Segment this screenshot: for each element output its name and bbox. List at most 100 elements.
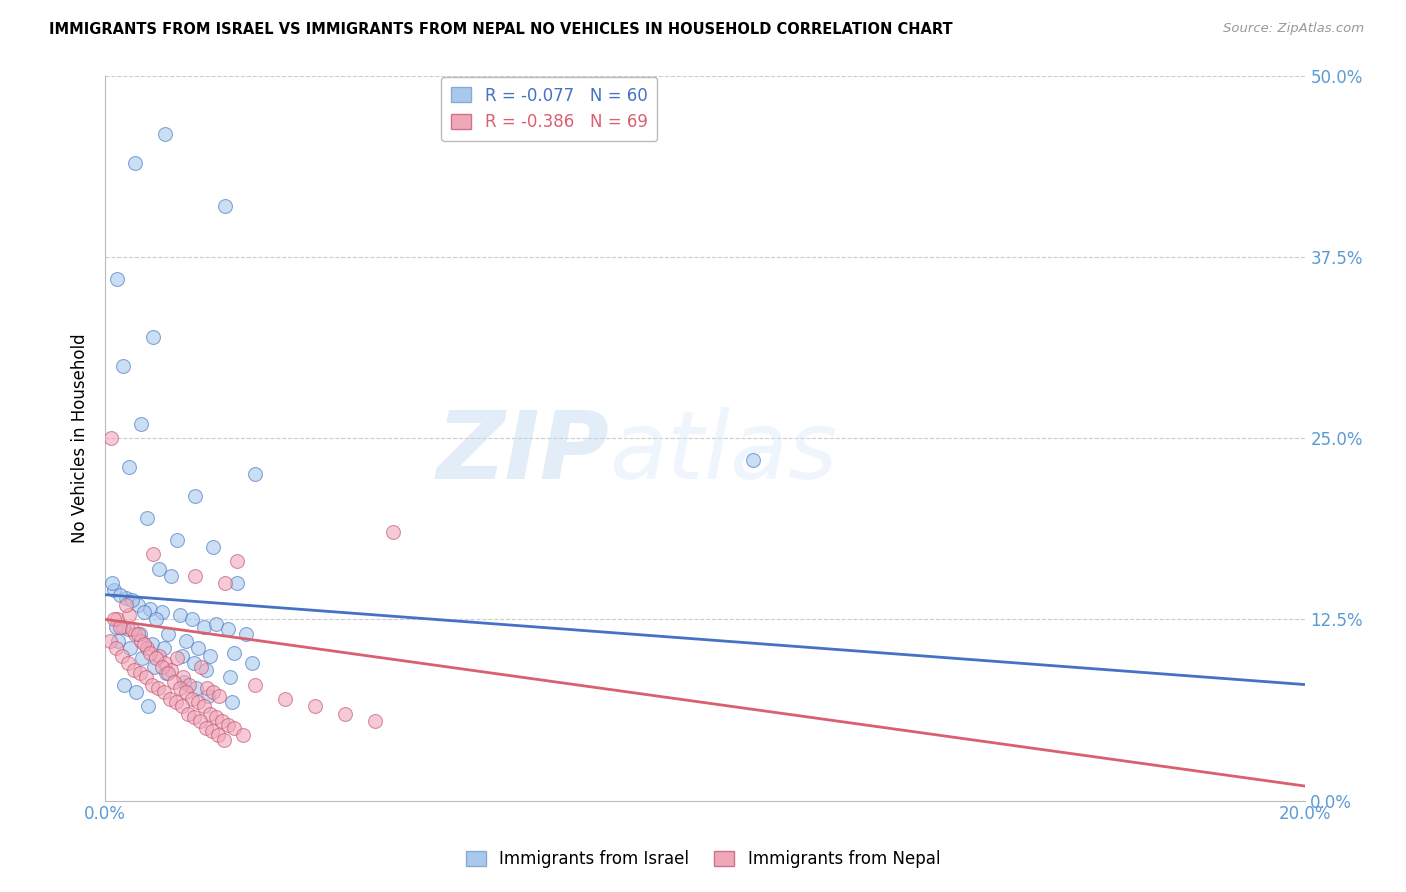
Point (157, 627, 180, 641)
Point (177, 706, 200, 721)
Point (190, 660, 212, 674)
Point (195, 663, 218, 677)
Point (127, 598, 149, 612)
Point (160, 663, 183, 677)
Point (110, 588, 132, 602)
Point (232, 728, 254, 742)
Point (129, 665, 152, 680)
Point (105, 612, 128, 626)
Point (181, 612, 204, 626)
Point (226, 576, 249, 591)
Text: ZIP: ZIP (436, 407, 609, 499)
Point (202, 540, 225, 554)
Point (169, 681, 191, 695)
Point (166, 533, 188, 547)
Point (136, 641, 159, 656)
Point (118, 460, 141, 475)
Point (122, 663, 145, 677)
Point (170, 699, 193, 714)
Point (187, 695, 209, 709)
Y-axis label: No Vehicles in Household: No Vehicles in Household (72, 334, 89, 543)
Point (118, 607, 141, 622)
Point (174, 634, 197, 648)
Point (170, 648, 193, 663)
Point (153, 685, 176, 699)
Point (105, 641, 128, 656)
Point (129, 417, 152, 431)
Point (112, 359, 135, 373)
Point (148, 648, 170, 663)
Point (155, 127, 177, 141)
Point (211, 714, 233, 728)
Point (200, 706, 222, 721)
Point (150, 660, 173, 674)
Point (245, 677, 267, 691)
Text: atlas: atlas (609, 407, 838, 498)
Point (193, 619, 215, 633)
Legend: Immigrants from Israel, Immigrants from Nepal: Immigrants from Israel, Immigrants from … (460, 844, 946, 875)
Point (124, 627, 146, 641)
Point (141, 637, 163, 651)
Point (134, 605, 156, 619)
Point (181, 692, 204, 706)
Point (205, 616, 228, 631)
Point (127, 627, 149, 641)
Text: IMMIGRANTS FROM ISRAEL VS IMMIGRANTS FROM NEPAL NO VEHICLES IN HOUSEHOLD CORRELA: IMMIGRANTS FROM ISRAEL VS IMMIGRANTS FRO… (49, 22, 953, 37)
Point (115, 598, 138, 612)
Point (240, 656, 263, 670)
Point (214, 199, 236, 213)
Point (129, 634, 152, 648)
Point (172, 670, 194, 684)
Point (163, 674, 186, 689)
Point (274, 692, 297, 706)
Point (98, 634, 121, 648)
Point (165, 695, 187, 709)
Point (160, 569, 183, 583)
Point (111, 648, 134, 663)
Point (201, 724, 224, 739)
Point (335, 706, 357, 721)
Point (148, 561, 170, 575)
Point (184, 569, 207, 583)
Point (214, 576, 236, 591)
Point (224, 721, 246, 735)
Point (139, 602, 162, 616)
Point (100, 431, 122, 445)
Point (110, 619, 132, 633)
Text: Source: ZipAtlas.com: Source: ZipAtlas.com (1223, 22, 1364, 36)
Point (202, 685, 225, 699)
Point (304, 699, 326, 714)
Point (112, 619, 135, 633)
Point (224, 646, 246, 660)
Point (115, 591, 138, 605)
Point (742, 452, 765, 467)
Point (139, 646, 162, 660)
Point (105, 271, 128, 285)
Point (117, 623, 139, 637)
Point (146, 681, 169, 695)
Point (221, 695, 243, 709)
Point (166, 651, 188, 665)
Point (112, 677, 135, 691)
Point (364, 714, 387, 728)
Point (153, 641, 176, 656)
Point (157, 665, 180, 680)
Point (131, 651, 153, 665)
Point (145, 651, 167, 665)
Point (183, 709, 205, 723)
Legend: R = -0.077   N = 60, R = -0.386   N = 69: R = -0.077 N = 60, R = -0.386 N = 69 (441, 77, 658, 141)
Point (195, 721, 218, 735)
Point (121, 623, 143, 637)
Point (155, 656, 177, 670)
Point (159, 692, 181, 706)
Point (125, 685, 148, 699)
Point (135, 670, 157, 684)
Point (217, 623, 239, 637)
Point (107, 634, 129, 648)
Point (226, 554, 249, 568)
Point (245, 467, 267, 482)
Point (169, 607, 191, 622)
Point (217, 718, 239, 732)
Point (155, 665, 177, 680)
Point (145, 612, 167, 626)
